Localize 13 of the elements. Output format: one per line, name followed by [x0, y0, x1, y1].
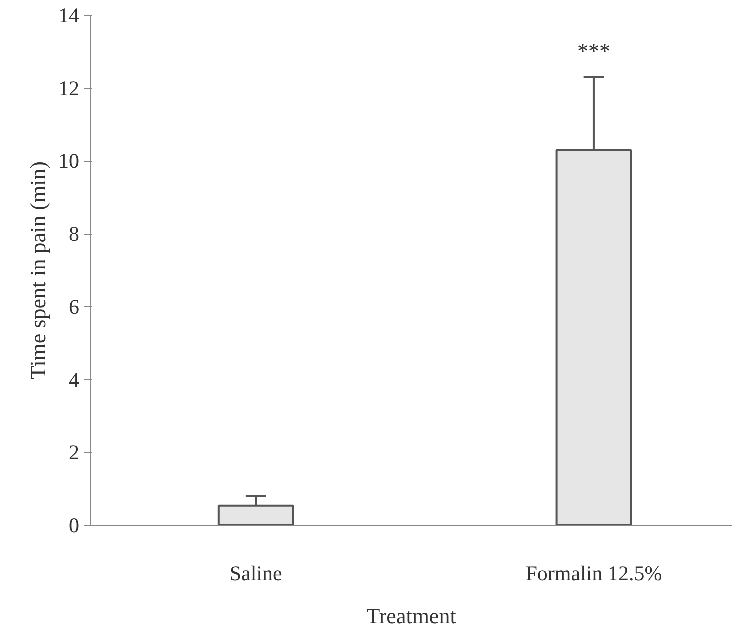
y-tick-label: 8	[69, 222, 80, 246]
y-tick-label: 10	[58, 149, 80, 174]
x-tick-label: Saline	[230, 562, 282, 586]
x-tick-label: Formalin 12.5%	[526, 562, 662, 586]
x-axis-title: Treatment	[366, 604, 456, 628]
y-tick-label: 4	[69, 368, 80, 392]
y-tick-label: 6	[69, 294, 80, 319]
y-tick-label: 0	[69, 514, 80, 538]
y-tick-label: 14	[58, 4, 80, 28]
y-tick-label: 12	[58, 76, 80, 100]
y-axis-title: Time spent in pain (min)	[26, 162, 50, 380]
y-tick-label: 2	[69, 440, 80, 465]
annotation: ***	[577, 38, 610, 64]
